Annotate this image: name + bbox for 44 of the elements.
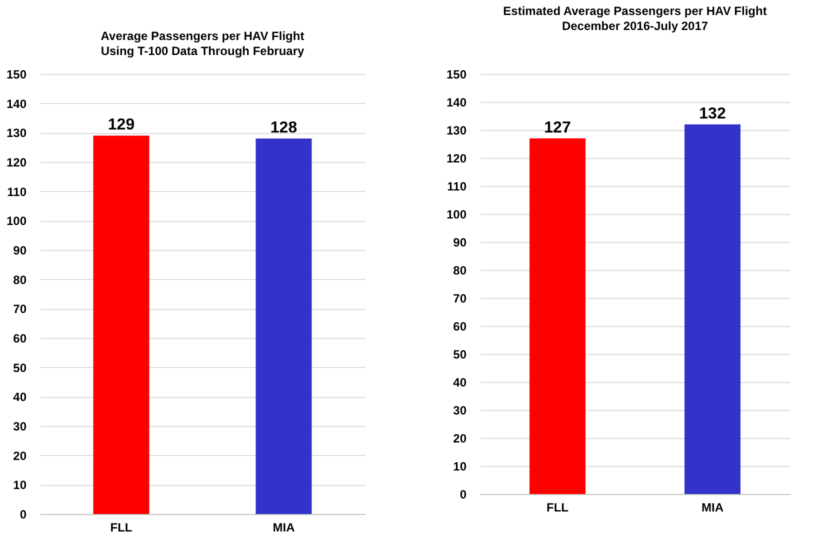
data-label: 128 — [270, 120, 298, 137]
data-label: 132 — [699, 105, 726, 122]
y-tick-label: 90 — [453, 236, 467, 250]
y-tick-label: 20 — [453, 432, 467, 446]
y-tick-label: 150 — [446, 68, 467, 82]
x-tick-label: FLL — [110, 520, 132, 534]
y-tick-label: 0 — [20, 508, 27, 522]
data-label: 129 — [108, 116, 135, 134]
y-tick-label: 80 — [13, 272, 27, 287]
y-tick-label: 70 — [453, 292, 467, 306]
y-tick-label: 10 — [13, 478, 27, 492]
y-tick-label: 100 — [446, 208, 467, 222]
x-tick-label: MIA — [702, 500, 724, 514]
y-tick-label: 70 — [13, 302, 27, 316]
y-tick-label: 140 — [446, 96, 467, 110]
y-tick-label: 130 — [446, 124, 467, 138]
y-tick-label: 120 — [6, 156, 27, 170]
y-tick-label: 150 — [6, 68, 27, 82]
y-tick-label: 20 — [13, 448, 27, 463]
chart-title: Estimated Average Passengers per HAV Flight — [503, 4, 767, 18]
chart-subtitle: December 2016-July 2017 — [562, 19, 708, 33]
y-tick-label: 80 — [453, 264, 467, 278]
data-label: 127 — [544, 119, 571, 136]
y-tick-label: 140 — [6, 96, 27, 111]
y-tick-label: 0 — [460, 488, 467, 502]
y-tick-label: 110 — [7, 184, 27, 199]
y-tick-label: 10 — [453, 460, 467, 474]
y-tick-label: 120 — [446, 152, 467, 166]
y-tick-label: 40 — [13, 390, 27, 404]
y-tick-label: 50 — [453, 348, 467, 362]
x-tick-label: FLL — [546, 500, 568, 514]
chart-title: Average Passengers per HAV Flight — [100, 29, 304, 43]
y-tick-label: 50 — [13, 360, 27, 375]
y-tick-label: 110 — [447, 180, 467, 194]
y-tick-label: 30 — [13, 420, 27, 434]
y-tick-label: 60 — [453, 320, 467, 334]
y-tick-label: 130 — [6, 126, 27, 140]
chart-subtitle: Using T-100 Data Through February — [100, 44, 305, 58]
y-tick-label: 40 — [453, 376, 467, 390]
y-tick-label: 60 — [13, 332, 27, 346]
y-tick-label: 30 — [453, 404, 467, 418]
x-tick-label: MIA — [272, 520, 296, 534]
y-tick-label: 90 — [13, 244, 27, 258]
y-tick-label: 100 — [6, 214, 27, 228]
